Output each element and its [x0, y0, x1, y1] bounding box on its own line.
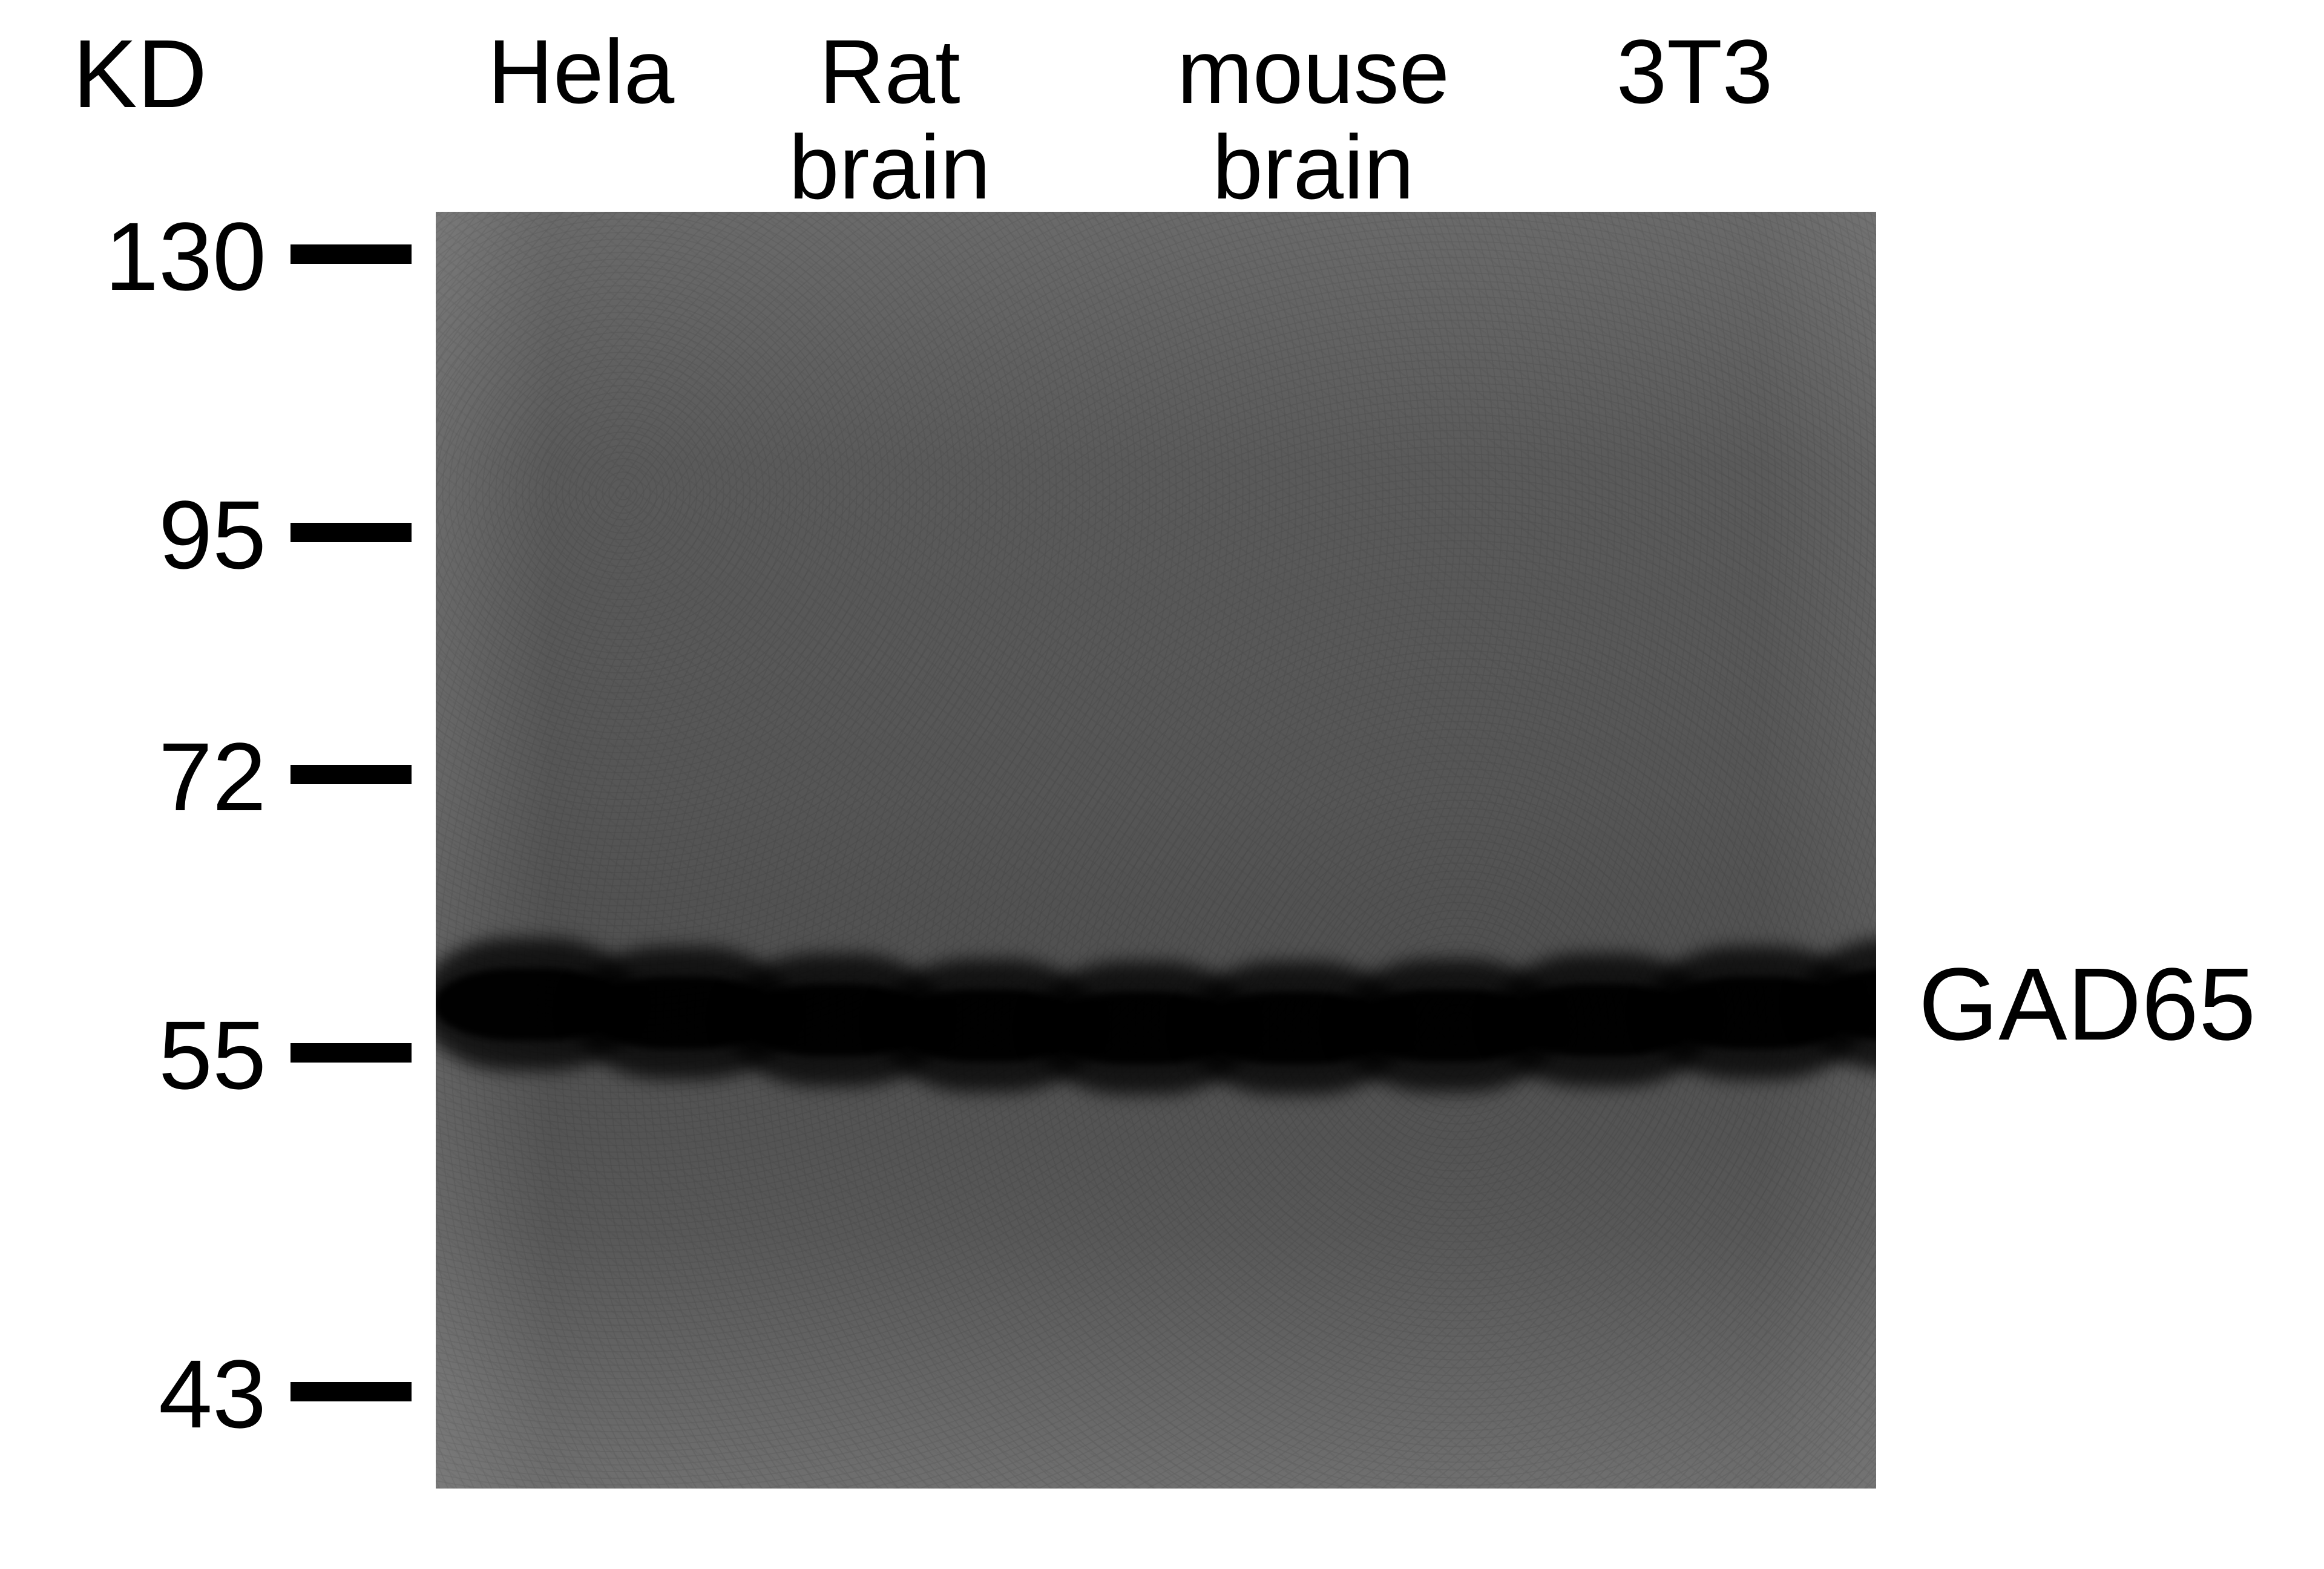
marker-value: 55 — [0, 1000, 266, 1111]
marker-dash — [290, 1382, 412, 1401]
marker-dash — [290, 523, 412, 542]
marker-value: 95 — [0, 479, 266, 591]
marker-dash — [290, 1043, 412, 1063]
molecular-weight-header: KD — [73, 18, 207, 129]
lane-label: Hela — [488, 24, 675, 120]
western-blot-membrane — [436, 212, 1876, 1489]
marker-dash — [290, 244, 412, 264]
figure-container: { "figure": { "width_px": 3840, "height_… — [0, 0, 2324, 1569]
protein-band-label: GAD65 — [1919, 945, 2256, 1064]
lane-label: mouse brain — [1177, 24, 1449, 215]
lane-label: Rat brain — [789, 24, 991, 215]
marker-value: 43 — [0, 1338, 266, 1450]
lane-label: 3T3 — [1617, 24, 1773, 120]
marker-value: 130 — [0, 201, 266, 312]
marker-dash — [290, 765, 412, 784]
blot-noise-overlay — [436, 212, 1876, 1489]
marker-value: 72 — [0, 721, 266, 833]
